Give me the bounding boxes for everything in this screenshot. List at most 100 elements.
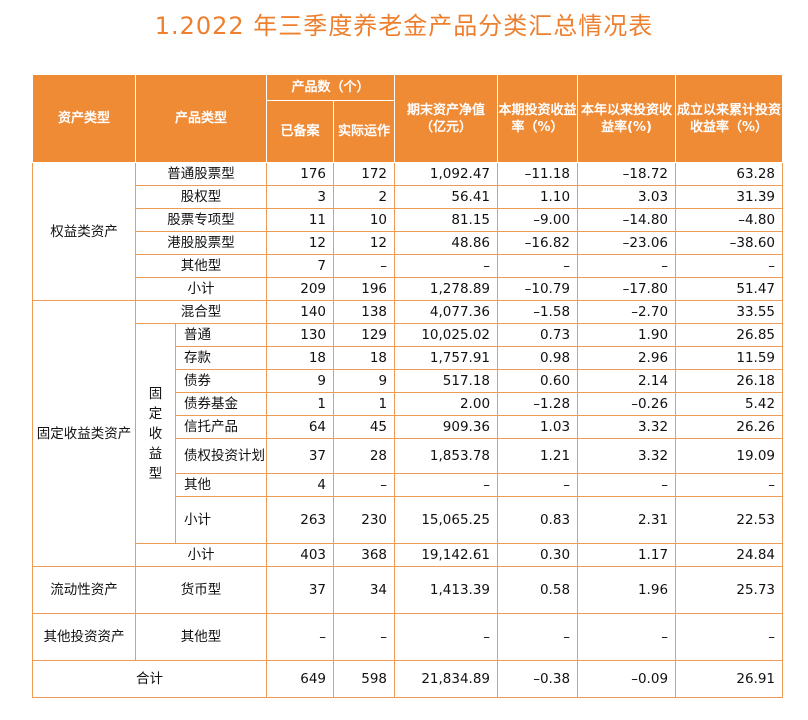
page-title: 1.2022 年三季度养老金产品分类汇总情况表 [154, 12, 654, 40]
cell-filed: 12 [266, 231, 335, 255]
cell-cum: – [675, 613, 784, 661]
row-label: 债券基金 [174, 392, 268, 416]
cell-filed: 37 [266, 566, 335, 614]
cell-nav: 56.41 [394, 185, 499, 209]
cell-filed: 1 [266, 392, 335, 416]
row-label: 货币型 [134, 566, 268, 614]
cell-cum: 19.09 [675, 438, 784, 474]
cell-nav: 10,025.02 [394, 323, 499, 347]
cell-filed: 4 [266, 473, 335, 497]
cell-cum: 33.55 [675, 300, 784, 324]
cell-operating: – [333, 473, 396, 497]
cell-operating: 196 [333, 277, 396, 301]
table-row: 流动性资产 货币型 37 34 1,413.39 0.58 1.96 25.73 [32, 566, 784, 614]
cell-operating: 34 [333, 566, 396, 614]
cell-period: –11.18 [497, 162, 579, 186]
cell-ytd: 1.96 [577, 566, 677, 614]
cell-nav: 21,834.89 [394, 660, 499, 698]
cell-operating: 230 [333, 496, 396, 544]
row-label-subtotal: 小计 [134, 277, 268, 301]
row-label: 普通 [174, 323, 268, 347]
cell-ytd: –0.26 [577, 392, 677, 416]
cell-operating: 129 [333, 323, 396, 347]
cell-filed: 403 [266, 543, 335, 567]
cell-cum: – [675, 473, 784, 497]
table-row: 其他型 7 – – – – – [33, 254, 784, 278]
cell-operating: – [333, 613, 396, 661]
cell-period: 0.83 [497, 496, 579, 544]
cell-ytd: –18.72 [577, 162, 677, 186]
cell-cum: 26.91 [675, 660, 784, 698]
header-asset-type: 资产类型 [32, 74, 136, 163]
cell-ytd: 1.17 [577, 543, 677, 567]
cell-cum: 25.73 [675, 566, 784, 614]
group-liquidity: 流动性资产 [32, 566, 136, 614]
table-row: 权益类资产 普通股票型 176 172 1,092.47 –11.18 –18.… [32, 162, 784, 301]
cell-filed: 7 [266, 254, 335, 278]
row-label-subtotal: 小计 [134, 543, 268, 567]
row-label: 其他型 [134, 613, 268, 661]
table-row: 小计 403 368 19,142.61 0.30 1.17 24.84 [33, 543, 784, 567]
row-label: 其他型 [134, 254, 268, 278]
group-fixed-income-type: 固定收益型 [135, 323, 176, 544]
cell-nav: 1,278.89 [394, 277, 499, 301]
table-row: 港股股票型 12 12 48.86 –16.82 –23.06 –38.60 [33, 231, 784, 255]
row-label: 信托产品 [174, 415, 268, 439]
row-label: 存款 [174, 346, 268, 370]
table-row: 小计 209 196 1,278.89 –10.79 –17.80 51.47 [33, 277, 784, 301]
header-ytd-return: 本年以来投资收益率(%) [577, 74, 677, 163]
cell-cum: – [675, 254, 784, 278]
cell-cum: 5.42 [675, 392, 784, 416]
cell-filed: – [266, 613, 335, 661]
row-label-total: 合计 [31, 660, 268, 698]
cell-period: – [497, 473, 579, 497]
cell-period: –1.28 [497, 392, 579, 416]
row-label: 股票专项型 [134, 208, 268, 232]
group-fixed-income: 固定收益类资产 [32, 300, 136, 567]
table-row: 股权型 3 2 56.41 1.10 3.03 31.39 [33, 185, 784, 209]
row-label: 其他 [174, 473, 268, 497]
cell-period: –0.38 [497, 660, 579, 698]
cell-ytd: 3.32 [577, 415, 677, 439]
cell-period: –9.00 [497, 208, 579, 232]
cell-period: –16.82 [497, 231, 579, 255]
cell-period: – [497, 254, 579, 278]
cell-period: –1.58 [497, 300, 579, 324]
cell-operating: 9 [333, 369, 396, 393]
cell-operating: 10 [333, 208, 396, 232]
cell-operating: 598 [333, 660, 396, 698]
table-row: 存款 18 18 1,757.91 0.98 2.96 11.59 [33, 346, 784, 370]
cell-operating: 138 [333, 300, 396, 324]
cell-period: 1.03 [497, 415, 579, 439]
cell-nav: 1,853.78 [394, 438, 499, 474]
cell-filed: 130 [266, 323, 335, 347]
cell-ytd: 3.32 [577, 438, 677, 474]
cell-ytd: 2.96 [577, 346, 677, 370]
cell-filed: 140 [266, 300, 335, 324]
cell-ytd: – [577, 254, 677, 278]
cell-nav: 1,757.91 [394, 346, 499, 370]
summary-table: 资产类型 产品类型 产品数（个） 期末资产净值（亿元） 本期投资收益率（%） 本… [31, 74, 784, 698]
cell-nav: 4,077.36 [394, 300, 499, 324]
vertical-label: 固定收益型 [148, 385, 163, 482]
cell-operating: 172 [333, 162, 396, 186]
table-row: 债券基金 1 1 2.00 –1.28 –0.26 5.42 [33, 392, 784, 416]
table-row: 固定收益型 普通 130 129 10,025.02 0.73 1.90 26.… [33, 323, 784, 544]
cell-ytd: 1.90 [577, 323, 677, 347]
header-period-return: 本期投资收益率（%） [497, 74, 579, 163]
table-row: 固定收益类资产 混合型 140 138 4,077.36 –1.58 –2.70… [32, 300, 784, 567]
cell-operating: 12 [333, 231, 396, 255]
cell-cum: 22.53 [675, 496, 784, 544]
row-label: 债券 [174, 369, 268, 393]
cell-cum: 26.26 [675, 415, 784, 439]
header-nav: 期末资产净值（亿元） [394, 74, 499, 163]
cell-filed: 11 [266, 208, 335, 232]
cell-filed: 9 [266, 369, 335, 393]
cell-period: –10.79 [497, 277, 579, 301]
cell-ytd: –23.06 [577, 231, 677, 255]
cell-nav: 517.18 [394, 369, 499, 393]
cell-operating: 28 [333, 438, 396, 474]
cell-filed: 649 [266, 660, 335, 698]
row-label-subtotal: 小计 [174, 496, 268, 544]
cell-ytd: –2.70 [577, 300, 677, 324]
